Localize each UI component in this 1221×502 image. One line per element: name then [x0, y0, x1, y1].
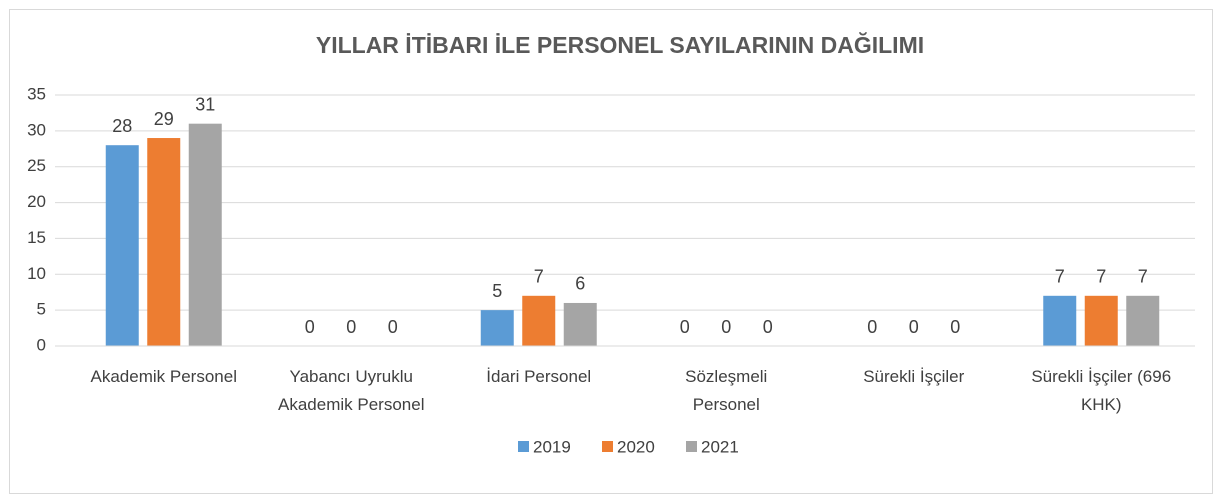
- data-label: 7: [1138, 267, 1148, 287]
- bar: [105, 145, 139, 346]
- data-label: 0: [950, 317, 960, 337]
- y-tick-label: 20: [27, 192, 46, 211]
- data-label: 0: [867, 317, 877, 337]
- data-label: 7: [1055, 267, 1065, 287]
- bar: [563, 302, 597, 346]
- data-label: 28: [112, 116, 132, 136]
- data-label: 0: [763, 317, 773, 337]
- y-tick-label: 35: [27, 84, 46, 103]
- bar: [1126, 295, 1160, 346]
- data-label: 0: [346, 317, 356, 337]
- data-label: 6: [575, 274, 585, 294]
- y-tick-label: 0: [37, 335, 46, 354]
- data-label: 0: [680, 317, 690, 337]
- data-label: 0: [721, 317, 731, 337]
- y-tick-label: 25: [27, 156, 46, 175]
- y-tick-label: 5: [37, 300, 46, 319]
- x-tick-label: Akademik Personel: [91, 367, 237, 386]
- y-tick-label: 10: [27, 264, 46, 283]
- legend-label: 2021: [701, 437, 739, 456]
- data-label: 5: [492, 281, 502, 301]
- x-tick-label: Yabancı Uyruklu Akademik Personel: [278, 367, 424, 414]
- data-label: 7: [534, 267, 544, 287]
- chart-title: YILLAR İTİBARI İLE PERSONEL SAYILARININ …: [316, 31, 924, 58]
- legend-label: 2020: [617, 437, 655, 456]
- legend-swatch: [686, 441, 697, 452]
- data-label: 0: [909, 317, 919, 337]
- bar: [480, 310, 514, 346]
- x-tick-label: Sürekli İşçiler: [863, 367, 964, 386]
- legend-swatch: [602, 441, 613, 452]
- x-tick-label: İdari Personel: [486, 367, 591, 386]
- bar: [147, 138, 181, 346]
- bar: [522, 295, 556, 346]
- bar: [1084, 295, 1118, 346]
- x-tick-label: Sürekli İşçiler (696 KHK): [1031, 367, 1171, 414]
- bar: [188, 123, 222, 346]
- legend-swatch: [518, 441, 529, 452]
- data-label: 7: [1096, 267, 1106, 287]
- data-label: 0: [388, 317, 398, 337]
- bar: [1043, 295, 1077, 346]
- y-tick-label: 15: [27, 228, 46, 247]
- data-label: 31: [195, 94, 215, 114]
- data-label: 29: [154, 109, 174, 129]
- legend-label: 2019: [533, 437, 571, 456]
- data-label: 0: [305, 317, 315, 337]
- y-tick-label: 30: [27, 120, 46, 139]
- x-tick-label: Sözleşmeli Personel: [685, 367, 767, 414]
